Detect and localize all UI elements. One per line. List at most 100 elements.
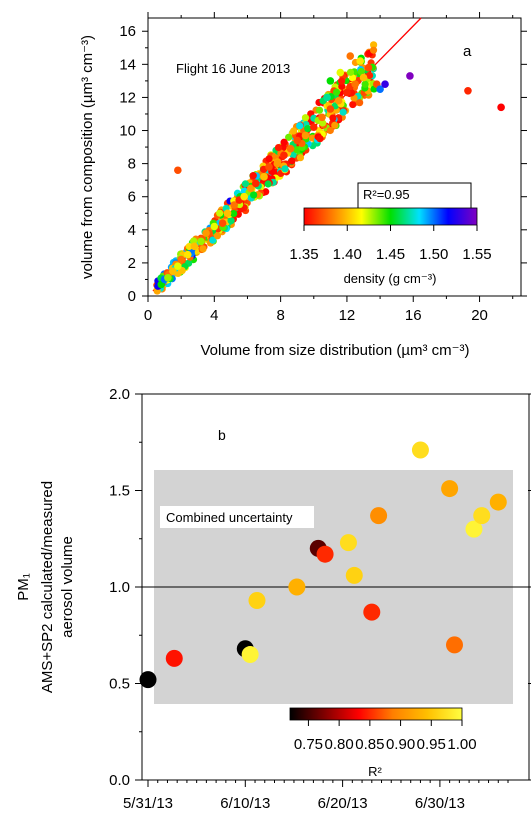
colorbar-tick-label: 1.50 [419, 246, 448, 263]
scatter-points-b [139, 441, 507, 689]
scatter-point [465, 520, 483, 538]
scatter-point [139, 671, 157, 689]
panel-b: 5/31/13 6/10/13 6/20/13 6/30/13 0.0 0.5 1.0 1.… [15, 386, 531, 812]
x-tick-label: 0 [144, 307, 152, 324]
scatter-point [288, 578, 306, 596]
x-tick-label: 20 [471, 307, 488, 324]
scatter-point [318, 113, 326, 122]
y-axis-label-b-line3: aerosol volume [59, 536, 76, 638]
y-tick-label: 10 [119, 123, 136, 140]
scatter-point [497, 103, 505, 112]
panel-label-b: b [218, 427, 226, 443]
scatter-point [339, 108, 347, 116]
y-tick-label: 0 [128, 288, 136, 305]
scatter-point [349, 100, 357, 109]
scatter-point [316, 135, 324, 143]
r2-stat: R²=0.95 [363, 187, 410, 202]
scatter-point [339, 534, 357, 552]
scatter-point [190, 242, 199, 251]
scatter-point [346, 68, 355, 76]
y-tick-label: 0.5 [109, 676, 130, 693]
scatter-point [489, 493, 507, 511]
r2-colorbar-ticks: 0.75 0.80 0.85 0.90 0.95 1.00 [294, 720, 477, 753]
scatter-point [209, 236, 217, 244]
scatter-point [343, 88, 351, 97]
scatter-point [301, 131, 310, 140]
scatter-point [185, 242, 193, 251]
scatter-point [370, 507, 388, 525]
scatter-point [285, 133, 293, 141]
colorbar-tick-label: 0.85 [355, 736, 384, 753]
scatter-point [296, 154, 305, 162]
scatter-point [365, 71, 374, 80]
scatter-point [332, 88, 341, 96]
scatter-point [230, 201, 239, 209]
scatter-point [441, 480, 459, 498]
scatter-point [288, 157, 296, 165]
scatter-point [218, 219, 227, 227]
scatter-point [286, 144, 295, 153]
scatter-point [301, 114, 310, 122]
scatter-point [316, 545, 334, 563]
scatter-point [251, 179, 260, 188]
scatter-point [197, 237, 205, 246]
x-axis-label-a: Volume from size distribution (µm³ cm⁻³) [200, 342, 469, 359]
scatter-point [406, 72, 414, 80]
r2-colorbar-label: R² [368, 764, 382, 779]
scatter-point [336, 68, 345, 77]
scatter-point [323, 93, 331, 102]
scatter-point [411, 441, 429, 459]
scatter-point [331, 121, 339, 129]
scatter-point [169, 267, 177, 275]
y-tick-label: 1.0 [109, 579, 130, 596]
scatter-point [445, 636, 463, 654]
panel-a: 0 4 8 12 16 20 0 2 4 6 8 10 12 14 16 Flight 16 June 2… [79, 12, 527, 359]
flight-annotation: Flight 16 June 2013 [176, 61, 290, 76]
y-tick-label: 16 [119, 23, 136, 40]
scatter-point [227, 217, 235, 225]
scatter-points-a [153, 41, 505, 295]
y-axis-b: 0.0 0.5 1.0 1.5 2.0 [109, 386, 531, 789]
x-tick-label: 6/30/13 [415, 795, 465, 812]
colorbar-tick-label: 1.00 [447, 736, 476, 753]
x-axis-a: 0 4 8 12 16 20 [144, 12, 514, 324]
scatter-point [174, 166, 182, 175]
scatter-point [273, 159, 282, 168]
scatter-point [359, 73, 368, 82]
scatter-point [280, 151, 288, 160]
y-tick-label: 6 [128, 189, 136, 206]
colorbar-tick-label: 1.45 [376, 246, 405, 263]
x-axis-b: 5/31/13 6/10/13 6/20/13 6/30/13 [123, 780, 509, 812]
scatter-point [248, 592, 266, 610]
density-colorbar [303, 207, 478, 226]
colorbar-tick-label: 0.75 [294, 736, 323, 753]
scatter-point [363, 603, 381, 621]
colorbar-tick-label: 0.90 [386, 736, 415, 753]
scatter-point [289, 127, 298, 135]
y-tick-label: 0.0 [109, 772, 130, 789]
scatter-point [265, 155, 273, 163]
y-axis-label-b-line1: PM₁ [15, 573, 32, 601]
scatter-point [318, 119, 327, 127]
scatter-point [274, 143, 283, 152]
scatter-point [250, 191, 258, 199]
scatter-point [315, 106, 324, 114]
uncertainty-label: Combined uncertainty [166, 510, 293, 525]
scatter-point [241, 180, 250, 188]
scatter-point [230, 209, 238, 218]
scatter-point [165, 649, 183, 667]
scatter-point [296, 122, 304, 130]
uncertainty-label-box [160, 506, 314, 528]
colorbar-tick-label: 0.80 [325, 736, 354, 753]
scatter-point [381, 80, 389, 88]
scatter-point [356, 57, 364, 65]
scatter-point [356, 99, 364, 107]
y-tick-label: 1.5 [109, 483, 130, 500]
scatter-point [345, 566, 363, 584]
x-tick-label: 5/31/13 [123, 795, 173, 812]
scatter-point [199, 245, 207, 253]
x-tick-label: 6/20/13 [318, 795, 368, 812]
y-axis-label-a: volume from composition (µm³ cm⁻³) [79, 35, 96, 279]
scatter-point [346, 52, 355, 60]
scatter-point [376, 85, 384, 93]
